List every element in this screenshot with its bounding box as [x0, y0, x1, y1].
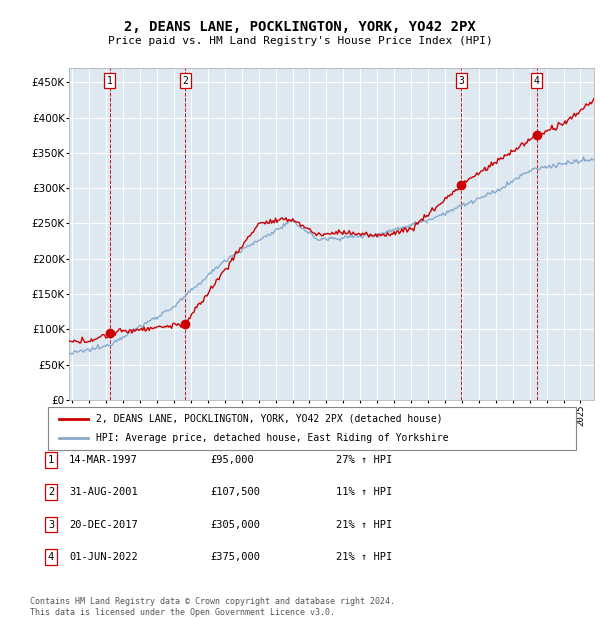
Text: 2: 2 [182, 76, 188, 86]
Text: 11% ↑ HPI: 11% ↑ HPI [336, 487, 392, 497]
Text: 31-AUG-2001: 31-AUG-2001 [69, 487, 138, 497]
Text: 20-DEC-2017: 20-DEC-2017 [69, 520, 138, 529]
Text: 2: 2 [48, 487, 54, 497]
Text: 2, DEANS LANE, POCKLINGTON, YORK, YO42 2PX: 2, DEANS LANE, POCKLINGTON, YORK, YO42 2… [124, 20, 476, 34]
Text: 4: 4 [48, 552, 54, 562]
Text: 1: 1 [48, 455, 54, 465]
Text: 2, DEANS LANE, POCKLINGTON, YORK, YO42 2PX (detached house): 2, DEANS LANE, POCKLINGTON, YORK, YO42 2… [95, 414, 442, 423]
Text: 3: 3 [48, 520, 54, 529]
Text: 4: 4 [534, 76, 539, 86]
Text: 21% ↑ HPI: 21% ↑ HPI [336, 552, 392, 562]
Text: 27% ↑ HPI: 27% ↑ HPI [336, 455, 392, 465]
Text: 14-MAR-1997: 14-MAR-1997 [69, 455, 138, 465]
Text: 1: 1 [107, 76, 113, 86]
Text: 21% ↑ HPI: 21% ↑ HPI [336, 520, 392, 529]
Text: 01-JUN-2022: 01-JUN-2022 [69, 552, 138, 562]
Text: 3: 3 [458, 76, 464, 86]
Text: £375,000: £375,000 [210, 552, 260, 562]
Text: HPI: Average price, detached house, East Riding of Yorkshire: HPI: Average price, detached house, East… [95, 433, 448, 443]
FancyBboxPatch shape [48, 407, 576, 450]
Text: £305,000: £305,000 [210, 520, 260, 529]
Text: Contains HM Land Registry data © Crown copyright and database right 2024.
This d: Contains HM Land Registry data © Crown c… [30, 598, 395, 617]
Text: £95,000: £95,000 [210, 455, 254, 465]
Text: £107,500: £107,500 [210, 487, 260, 497]
Text: Price paid vs. HM Land Registry's House Price Index (HPI): Price paid vs. HM Land Registry's House … [107, 36, 493, 46]
